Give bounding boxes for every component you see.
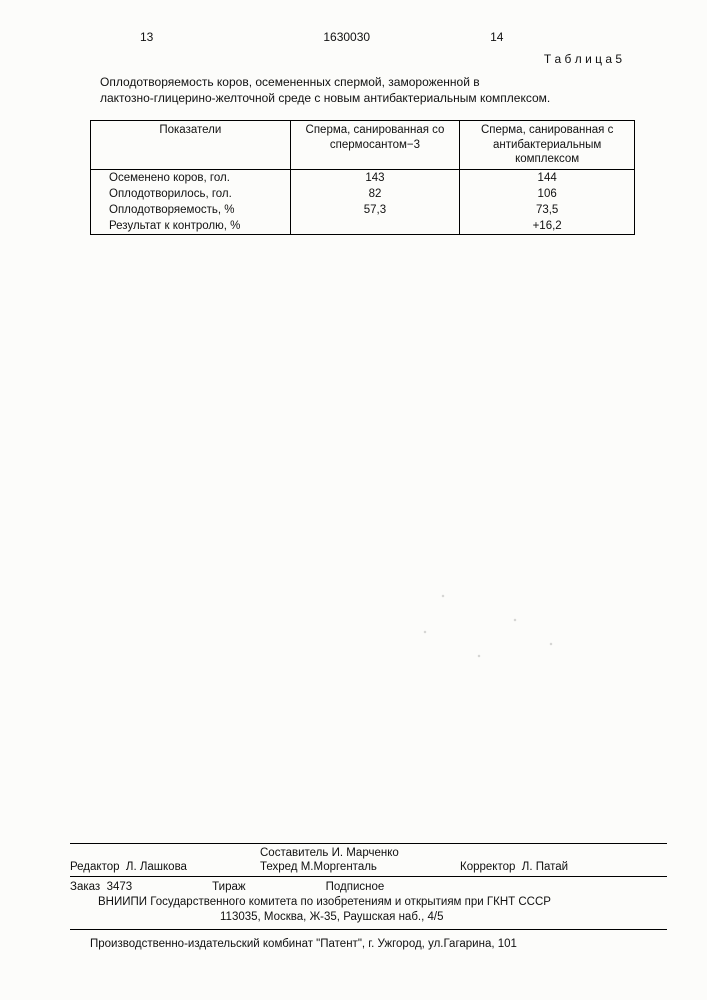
podpisnoe: Подписное [326,881,385,893]
col-header-spermo3: Сперма, санированная со спермосантом−3 [290,121,460,169]
cell-value: 144 [460,169,635,186]
row-label: Оплодотворилось, гол. [91,186,291,202]
compiler: Составитель И. Марченко [260,847,399,859]
page-header: 13 1630030 14 [70,30,667,44]
table-title: Оплодотворяемость коров, осемененных спе… [100,74,627,106]
table-row: Оплодотворилось, гол. 82 106 [91,186,635,202]
editor-name: Л. Лашкова [126,861,187,873]
document-number: 1630030 [323,30,370,44]
cell-value: +16,2 [460,218,635,235]
cell-value: 57,3 [290,202,460,218]
credits-row-2: Редактор Л. Лашкова Техред М.Моргенталь … [70,861,667,873]
table-number-label: Т а б л и ц а 5 [70,52,622,66]
cell-value [290,218,460,235]
order-row: Заказ 3473 Тираж Подписное [70,881,667,893]
cell-value: 106 [460,186,635,202]
data-table: Показатели Сперма, санированная со сперм… [90,120,635,234]
divider [70,929,667,930]
production-line: Производственно-издательский комбинат "П… [90,938,667,950]
page-number-right: 14 [490,30,503,44]
cell-value: 143 [290,169,460,186]
order-label: Заказ [70,881,100,893]
corrector-label: Корректор [460,861,515,873]
table-title-line2: лактозно-глицерино-желточной среде с нов… [100,91,550,105]
print-noise [407,560,587,680]
divider [70,843,667,844]
corrector-name: Л. Патай [522,861,568,873]
cell-value: 73,5 [460,202,635,218]
page-number-left: 13 [140,30,153,44]
divider [70,876,667,877]
org-block: ВНИИПИ Государственного комитета по изоб… [70,895,667,926]
cell-value: 82 [290,186,460,202]
order-number: 3473 [107,881,133,893]
col-header-indicators: Показатели [91,121,291,169]
tirazh-label: Тираж [212,881,245,893]
table-title-line1: Оплодотворяемость коров, осемененных спе… [100,75,480,89]
row-label: Оплодотворяемость, % [91,202,291,218]
row-label: Осеменено коров, гол. [91,169,291,186]
col-header-antibac: Сперма, санированная с антибактериальным… [460,121,635,169]
credits-row-1: Составитель И. Марченко [70,847,667,859]
techred: Техред М.Моргенталь [260,861,440,873]
org-line2: 113035, Москва, Ж-35, Раушская наб., 4/5 [220,910,667,926]
row-label: Результат к контролю, % [91,218,291,235]
table-row: Результат к контролю, % +16,2 [91,218,635,235]
table-header-row: Показатели Сперма, санированная со сперм… [91,121,635,169]
editor-label: Редактор [70,861,120,873]
table-row: Осеменено коров, гол. 143 144 [91,169,635,186]
footer-block: Составитель И. Марченко Редактор Л. Лашк… [70,840,667,950]
table-row: Оплодотворяемость, % 57,3 73,5 [91,202,635,218]
org-line1: ВНИИПИ Государственного комитета по изоб… [98,895,667,911]
page: 13 1630030 14 Т а б л и ц а 5 Оплодотвор… [0,0,707,1000]
